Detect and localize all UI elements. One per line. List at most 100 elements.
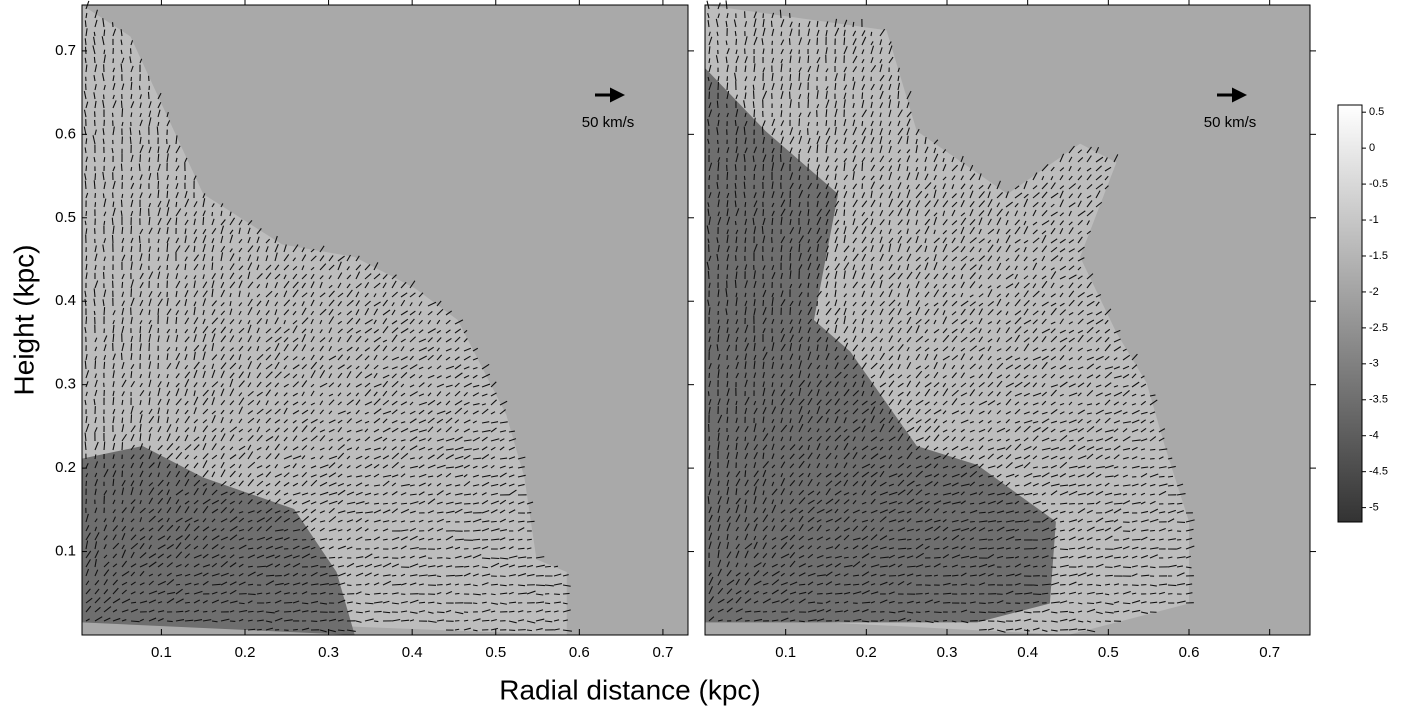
vector-glyph [104,30,105,36]
vector-glyph [94,57,95,63]
vector-glyph [545,566,551,567]
vector-glyph [527,630,532,631]
vector-glyph [817,157,818,162]
vector-glyph [212,262,213,270]
vector-glyph [862,602,870,603]
vector-glyph [455,575,463,576]
vector-glyph [844,221,845,225]
vector-glyph [383,539,388,540]
vector-glyph [844,584,851,585]
vector-glyph [1078,503,1083,504]
y-tick-label: 0.3 [55,376,76,393]
vector-glyph [122,227,123,234]
vector-glyph [862,162,863,171]
vector-glyph [374,611,382,612]
vector-glyph [1069,602,1074,603]
vector-glyph [790,74,791,81]
vector-glyph [727,417,728,423]
vector-glyph [745,237,746,243]
vector-glyph [536,585,545,586]
vector-glyph [257,566,266,567]
vector-glyph [518,539,522,540]
vector-glyph [130,137,131,144]
vector-glyph [718,148,719,153]
vector-glyph [85,58,86,63]
vector-glyph [464,620,468,621]
vector-glyph [799,621,805,622]
vector-glyph [148,92,149,99]
vector-glyph [176,176,177,180]
vector-glyph [545,603,550,604]
vector-glyph [1015,539,1021,540]
y-tick-label: 0.2 [55,459,76,476]
vector-glyph [104,441,105,450]
vector-glyph [131,621,140,622]
vector-glyph [112,113,113,117]
vector-glyph [203,217,204,225]
vector-glyph [735,221,736,225]
vector-glyph [248,629,255,630]
vector-glyph [176,611,183,612]
vector-glyph [709,92,710,99]
vector-glyph [1105,575,1113,576]
vector-glyph [104,157,105,162]
vector-glyph [1060,611,1068,612]
vector-glyph [185,602,190,603]
vector-glyph [85,181,86,189]
vector-glyph [248,584,253,585]
vector-glyph [356,512,363,513]
vector-glyph [103,193,104,198]
vector-glyph [709,175,710,180]
vector-glyph [94,311,95,315]
vector-glyph [771,21,772,27]
vector-glyph [122,108,123,117]
vector-glyph [158,248,159,252]
vector-glyph [952,575,958,576]
vector-glyph [122,418,123,423]
vector-glyph [491,558,499,559]
vector-glyph [1069,548,1075,549]
vector-glyph [1078,629,1086,630]
vector-glyph [780,10,781,18]
vector-glyph [817,144,818,153]
vector-glyph [717,101,718,108]
vector-glyph [248,566,253,567]
vector-glyph [735,164,736,171]
y-tick-label: 0.7 [55,42,76,59]
vector-glyph [835,602,839,603]
vector-glyph [1042,593,1048,594]
vector-glyph [780,154,781,162]
vector-glyph [754,293,755,297]
vector-glyph [509,602,516,603]
vector-glyph [212,212,213,216]
vector-glyph [817,257,818,261]
vector-glyph [708,496,709,504]
vector-glyph [149,157,150,162]
vector-glyph [500,585,507,586]
vector-glyph [808,55,809,63]
vector-glyph [85,221,86,225]
vector-glyph [257,629,262,630]
vector-glyph [844,210,845,216]
vector-glyph [862,92,863,99]
vector-glyph [401,503,407,504]
vector-glyph [338,611,343,612]
vector-glyph [970,503,974,504]
vector-glyph [1087,584,1092,585]
vector-glyph [808,93,809,99]
vector-glyph [329,593,333,594]
vector-glyph [338,539,342,540]
vector-glyph [518,548,524,549]
vector-glyph [113,202,114,207]
vector-glyph [799,584,805,585]
vector-glyph [943,620,947,621]
vector-glyph [437,603,441,604]
vector-glyph [563,593,570,594]
vector-glyph [464,521,471,522]
vector-glyph [104,362,105,369]
vector-glyph [139,164,140,171]
vector-glyph [383,593,387,594]
vector-glyph [266,575,274,576]
vector-glyph [212,621,218,622]
vector-glyph [898,91,899,99]
